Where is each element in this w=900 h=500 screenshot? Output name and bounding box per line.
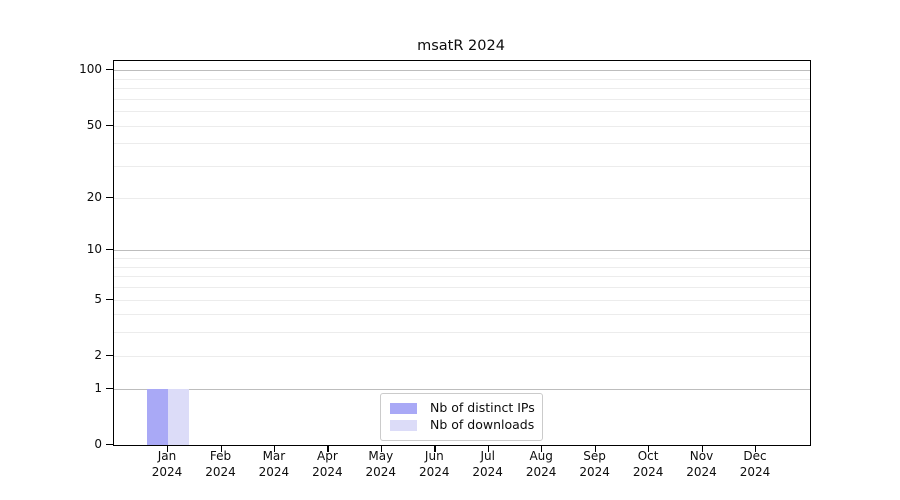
x-tick-dec: [755, 445, 757, 452]
x-tick-aug: [541, 445, 543, 452]
x-tick-jun: [434, 445, 436, 452]
y-tick-0: [106, 444, 113, 446]
gridline-minor-60: [114, 111, 810, 113]
gridline-minor-8: [114, 266, 810, 268]
gridline-minor-9: [114, 258, 810, 259]
y-tick-2: [106, 354, 113, 357]
x-tick-label-jun: Jun 2024: [419, 449, 450, 479]
x-tick-nov: [701, 445, 703, 452]
legend-label-distinct-ips: Nb of distinct IPs: [430, 400, 535, 415]
gridline-minor-6: [114, 286, 810, 288]
x-tick-label-dec: Dec 2024: [739, 449, 771, 479]
x-tick-may: [380, 445, 383, 452]
gridline-minor-5: [114, 299, 810, 301]
gridline-major-100: [114, 70, 810, 72]
gridline-minor-30: [114, 166, 810, 168]
gridline-minor-90: [114, 78, 810, 80]
y-tick-label-100: 100: [79, 62, 102, 77]
bar-downloads-jan: [168, 388, 189, 445]
gridline-minor-50: [114, 125, 810, 127]
x-tick-label-mar: Mar 2024: [258, 449, 290, 479]
x-tick-label-sep: Sep 2024: [579, 449, 610, 479]
x-tick-sep: [594, 445, 596, 452]
y-tick-100: [106, 69, 113, 71]
legend: Nb of distinct IPs Nb of downloads: [380, 393, 543, 441]
gridline-minor-4: [114, 314, 810, 316]
bar-distinct-ips-jan: [147, 388, 168, 445]
x-tick-label-aug: Aug 2024: [525, 449, 557, 479]
gridline-minor-40: [114, 143, 810, 145]
gridline-minor-2: [114, 355, 810, 357]
y-tick-1: [106, 387, 113, 389]
x-tick-label-feb: Feb 2024: [205, 449, 236, 479]
x-tick-oct: [648, 445, 650, 452]
legend-swatch-distinct-ips: [390, 402, 417, 414]
gridline-minor-7: [114, 276, 810, 278]
x-tick-jan: [167, 445, 169, 452]
gridline-minor-80: [114, 88, 810, 89]
legend-label-downloads: Nb of downloads: [430, 417, 535, 432]
x-tick-apr: [327, 445, 329, 452]
y-tick-label-1: 1: [94, 380, 102, 395]
y-tick-5: [106, 298, 113, 300]
x-tick-label-nov: Nov 2024: [686, 449, 717, 479]
y-tick-10: [106, 249, 113, 251]
x-tick-feb: [220, 445, 222, 452]
x-tick-jul: [487, 445, 489, 452]
gridline-minor-3: [114, 332, 810, 334]
legend-item-downloads: Nb of downloads: [390, 417, 535, 433]
x-tick-label-jan: Jan 2024: [151, 449, 183, 479]
y-tick-label-2: 2: [94, 347, 102, 362]
x-tick-label-jul: Jul 2024: [472, 449, 503, 479]
chart-title: msatR 2024: [417, 38, 505, 54]
gridline-major-1: [114, 388, 810, 390]
y-tick-label-10: 10: [86, 242, 102, 257]
gridline-minor-70: [114, 98, 810, 100]
x-tick-mar: [273, 445, 276, 452]
legend-swatch-downloads: [390, 419, 417, 431]
y-tick-label-50: 50: [86, 117, 102, 132]
y-tick-50: [106, 124, 113, 126]
plot-area: Nb of distinct IPs Nb of downloads: [113, 60, 811, 446]
gridline-minor-20: [114, 197, 810, 199]
y-tick-label-20: 20: [86, 189, 102, 204]
gridline-major-10: [114, 250, 810, 252]
x-tick-label-oct: Oct 2024: [632, 449, 664, 479]
y-tick-20: [106, 196, 113, 198]
legend-item-distinct-ips: Nb of distinct IPs: [390, 400, 535, 416]
y-tick-label-0: 0: [94, 437, 102, 451]
y-tick-label-5: 5: [94, 291, 102, 306]
x-tick-label-may: May 2024: [365, 449, 397, 479]
x-tick-label-apr: Apr 2024: [312, 449, 343, 479]
